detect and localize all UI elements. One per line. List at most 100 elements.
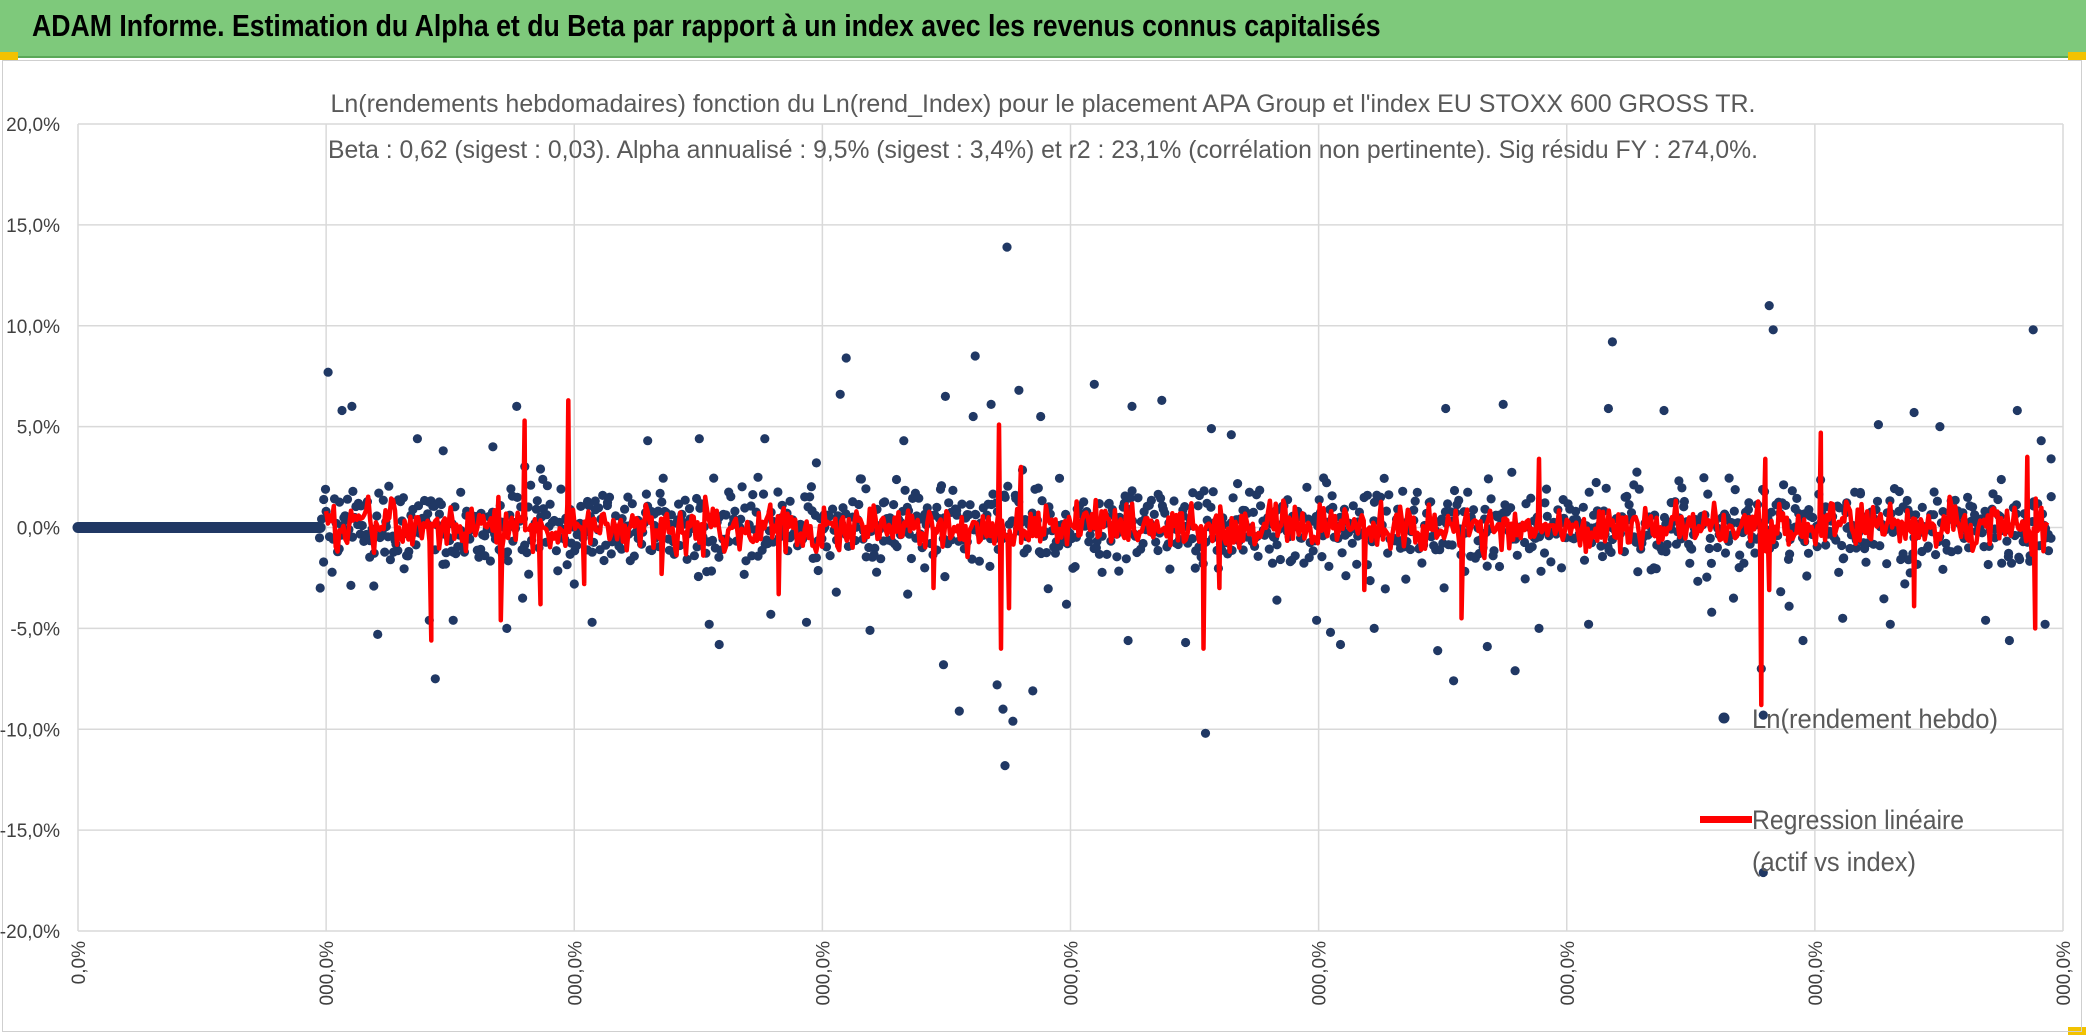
data-point <box>1085 530 1095 540</box>
data-point <box>413 501 424 511</box>
data-point <box>1677 483 1687 493</box>
data-point <box>1712 542 1722 553</box>
data-point <box>1938 564 1948 575</box>
report-banner: ADAM Informe. Estimation du Alpha et du … <box>0 0 2086 58</box>
data-point <box>357 520 367 531</box>
data-point <box>694 434 704 444</box>
data-point <box>1802 571 1812 581</box>
data-point <box>737 482 747 492</box>
data-point <box>753 472 763 482</box>
data-point <box>1929 487 1939 497</box>
data-point <box>1348 501 1358 511</box>
data-point <box>936 481 947 491</box>
data-point <box>1160 508 1170 518</box>
regression-series <box>323 398 2050 708</box>
legend-points-label: Ln(rendement hebdo) <box>1752 704 1998 734</box>
data-point <box>629 551 639 561</box>
data-point <box>954 706 964 716</box>
data-point <box>1133 493 1143 503</box>
data-point <box>1454 495 1464 505</box>
data-point <box>323 367 333 377</box>
data-point <box>503 556 513 566</box>
data-point <box>2046 533 2056 543</box>
data-point <box>748 490 758 500</box>
data-point <box>456 487 466 497</box>
data-point <box>2028 325 2038 335</box>
data-point <box>1898 549 1908 559</box>
data-point <box>1165 564 1175 574</box>
data-point <box>1304 553 1314 563</box>
data-point <box>1036 411 1046 422</box>
data-point <box>1932 496 1942 506</box>
data-point <box>1873 420 1883 430</box>
data-point <box>1792 493 1802 503</box>
data-point <box>1735 550 1745 560</box>
data-point <box>957 499 967 509</box>
data-point <box>1125 493 1136 503</box>
data-point <box>1054 473 1065 483</box>
data-point <box>430 674 440 684</box>
data-point <box>532 496 542 506</box>
data-point <box>773 487 783 497</box>
data-point <box>986 399 996 409</box>
data-point <box>1834 503 1844 513</box>
data-point <box>2012 405 2022 416</box>
corner-marker-top-right <box>2068 52 2086 60</box>
data-point <box>1633 567 1643 577</box>
data-point <box>1875 541 1885 551</box>
data-point <box>1228 493 1238 503</box>
data-point <box>1233 479 1243 489</box>
data-point <box>1705 533 1715 544</box>
data-point <box>1929 510 1939 520</box>
data-point <box>1556 563 1567 573</box>
y-tick-label: -5,0% <box>10 619 60 640</box>
data-point <box>1482 641 1492 652</box>
data-point <box>1634 484 1644 494</box>
data-point <box>1837 540 1847 551</box>
data-point <box>1256 501 1266 511</box>
legend-points-marker <box>1718 712 1730 724</box>
data-point <box>891 474 902 485</box>
data-point <box>337 405 347 416</box>
data-point <box>1584 619 1594 629</box>
data-point <box>1384 490 1394 500</box>
data-point <box>1084 537 1094 547</box>
data-point <box>965 500 975 510</box>
data-point <box>1894 486 1904 497</box>
data-point <box>1341 571 1351 581</box>
data-point <box>398 493 408 503</box>
data-point <box>623 492 633 502</box>
data-point <box>1483 474 1493 484</box>
data-point <box>1335 639 1346 650</box>
data-point <box>1028 686 1038 696</box>
data-point <box>856 474 867 484</box>
data-point <box>682 554 692 565</box>
data-point <box>657 497 667 507</box>
data-point <box>726 492 736 502</box>
data-point <box>1687 544 1697 554</box>
data-point <box>1146 495 1156 505</box>
data-point <box>680 495 690 505</box>
data-point <box>693 571 704 582</box>
data-point <box>1002 242 1012 252</box>
data-point <box>512 401 522 411</box>
data-point <box>1463 487 1473 497</box>
data-point <box>1480 504 1490 514</box>
data-point <box>1679 496 1689 507</box>
data-point <box>572 541 582 551</box>
data-point <box>641 489 652 499</box>
data-point <box>831 587 841 597</box>
data-point <box>643 436 653 446</box>
data-point <box>2043 546 2054 556</box>
data-point <box>1730 485 1740 495</box>
data-point <box>1447 540 1457 550</box>
data-point <box>327 567 337 577</box>
data-point <box>1181 637 1191 648</box>
data-point <box>1314 495 1324 505</box>
data-point <box>1226 430 1236 440</box>
x-axis-tick-labels: 0,0% 000,0% 000,0% 000,0% 000,0% 000,0% 000,0%… <box>69 941 2075 1006</box>
data-point <box>813 565 823 576</box>
data-point <box>1931 550 1941 560</box>
data-point <box>811 553 822 563</box>
data-point <box>948 485 958 495</box>
